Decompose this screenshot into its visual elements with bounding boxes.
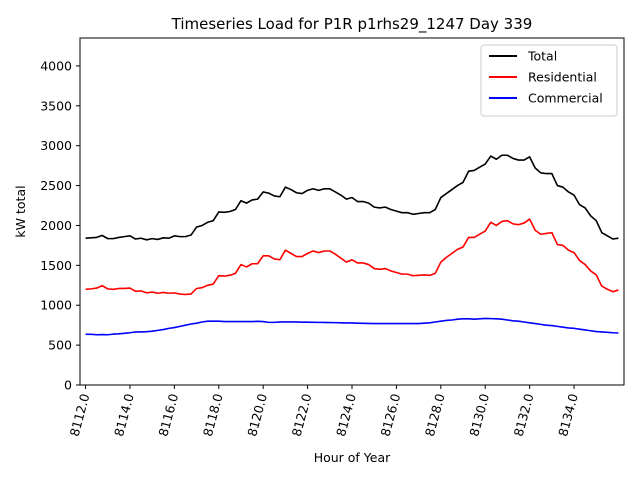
x-tick-label: 8126.0	[377, 392, 403, 438]
legend: Total Residential Commercial	[480, 44, 618, 117]
x-tick-label: 8132.0	[511, 392, 537, 438]
x-tick-label: 8114.0	[111, 392, 137, 438]
legend-label-commercial: Commercial	[528, 91, 603, 106]
plot-lines	[85, 154, 619, 336]
x-tick-label: 8124.0	[333, 392, 359, 438]
x-tick-label: 8118.0	[200, 392, 226, 438]
y-tick-label: 3000	[40, 138, 72, 153]
y-tick-label: 2000	[40, 218, 72, 233]
x-tick-label: 8120.0	[244, 392, 270, 438]
x-tick-label: 8112.0	[67, 392, 93, 438]
y-tick-label: 1000	[40, 298, 72, 313]
series-line-residential	[85, 218, 619, 296]
chart-title: Timeseries Load for P1R p1rhs29_1247 Day…	[171, 15, 533, 34]
x-tick-label: 8122.0	[289, 392, 315, 438]
y-tick-label: 2500	[40, 178, 72, 193]
y-axis-title: kW total	[13, 185, 28, 237]
series-line-commercial	[85, 317, 619, 336]
y-tick-label: 1500	[40, 258, 72, 273]
legend-label-total: Total	[527, 49, 557, 64]
y-tick-label: 500	[48, 338, 72, 353]
x-tick-label: 8116.0	[155, 392, 181, 438]
y-tick-label: 4000	[40, 58, 72, 73]
series-line-total	[85, 154, 619, 241]
legend-label-residential: Residential	[528, 70, 597, 85]
y-tick-label: 3500	[40, 98, 72, 113]
x-axis: 8112.0 8114.0 8116.0 8118.0 8120.0 8122.0 8124…	[67, 385, 581, 438]
x-tick-label: 8128.0	[422, 392, 448, 438]
y-axis: 0 500 1000 1500 2000 2500 3000 3500 4000	[40, 58, 80, 393]
x-tick-label: 8130.0	[466, 392, 492, 438]
x-tick-label: 8134.0	[555, 392, 581, 438]
x-axis-title: Hour of Year	[314, 450, 391, 465]
y-tick-label: 0	[64, 378, 72, 393]
